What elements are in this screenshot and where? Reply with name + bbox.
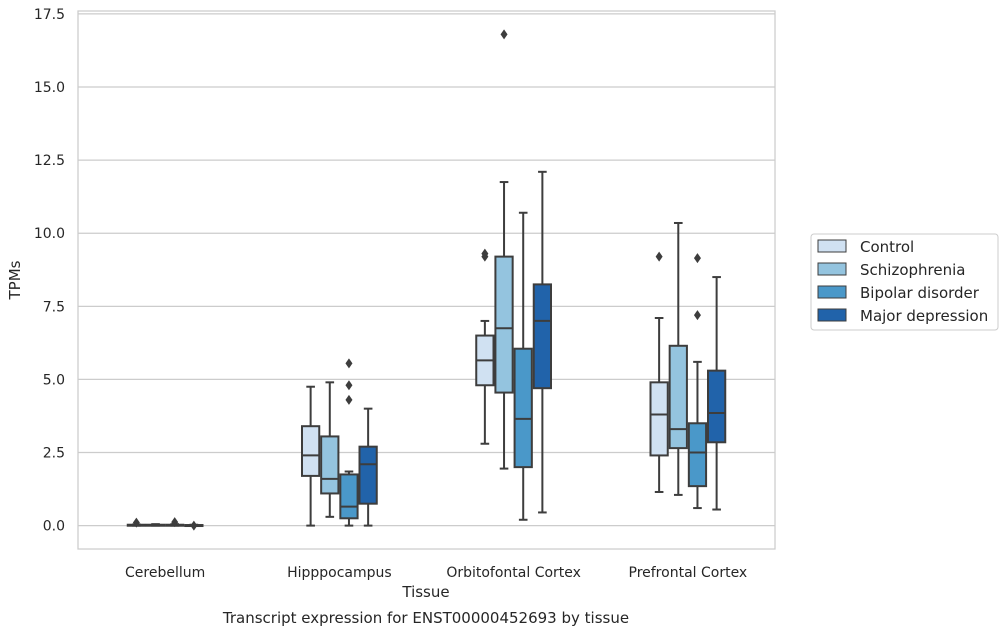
y-tick-labels: 0.0 2.5 5.0 7.5 10.0 12.5 15.0 17.5 — [34, 7, 65, 535]
box — [339, 358, 359, 527]
outlier-point — [345, 394, 353, 405]
box-body — [668, 344, 688, 450]
y-tick-label: 10.0 — [34, 226, 65, 242]
box-body — [300, 425, 321, 477]
box-body — [358, 445, 378, 505]
chart-caption: Transcript expression for ENST0000045269… — [222, 609, 629, 627]
legend: Control Schizophrenia Bipolar disorder Majo… — [810, 233, 999, 331]
y-axis-label: TPMs — [6, 260, 24, 300]
x-tick-label: Orbitofontal Cortex — [446, 565, 581, 581]
legend-label: Control — [860, 238, 914, 256]
y-tick-label: 5.0 — [43, 372, 65, 388]
outlier-point — [693, 310, 701, 321]
legend-swatch — [817, 308, 847, 322]
box — [320, 381, 340, 518]
box-body — [339, 473, 359, 520]
outlier-point — [500, 29, 508, 40]
y-tick-label: 2.5 — [43, 446, 65, 462]
box — [668, 221, 688, 496]
box — [145, 523, 166, 527]
legend-swatch — [817, 262, 847, 276]
outlier-point — [481, 248, 489, 259]
y-tick-label: 7.5 — [43, 299, 65, 315]
box-body — [649, 381, 669, 457]
outlier-point — [132, 517, 140, 528]
outlier-point — [655, 251, 663, 262]
legend-swatch — [817, 285, 847, 299]
box — [649, 251, 669, 493]
box-body — [532, 283, 553, 390]
box — [358, 407, 378, 527]
box — [300, 385, 321, 527]
legend-label: Schizophrenia — [860, 261, 965, 279]
outlier-point — [345, 380, 353, 391]
box — [126, 517, 146, 528]
outlier-point — [345, 358, 353, 369]
plot-frame — [77, 10, 776, 550]
box — [532, 170, 553, 514]
box-body — [494, 255, 514, 394]
y-tick-label: 17.5 — [34, 7, 65, 23]
x-tick-label: Cerebellum — [125, 565, 205, 581]
box — [475, 248, 495, 445]
gridlines — [78, 13, 775, 527]
box — [165, 517, 185, 528]
legend-label: Bipolar disorder — [860, 284, 980, 302]
box-body — [687, 422, 708, 488]
outlier-point — [693, 253, 701, 264]
box-body — [707, 369, 727, 444]
box — [687, 253, 708, 510]
x-tick-labels: Cerebellum Hipppocampus Orbitofontal Corte… — [125, 565, 747, 581]
box — [184, 520, 204, 531]
box-plots — [126, 29, 727, 531]
legend-label: Major depression — [860, 307, 988, 325]
outlier-point — [171, 517, 179, 528]
outlier-point — [190, 520, 198, 531]
legend-swatch — [817, 239, 847, 253]
box — [707, 276, 727, 511]
x-tick-label: Hipppocampus — [287, 565, 392, 581]
legend-frame — [810, 233, 999, 331]
box — [494, 29, 514, 470]
x-tick-label: Prefrontal Cortex — [629, 565, 748, 581]
box-body — [320, 435, 340, 495]
y-tick-label: 12.5 — [34, 153, 65, 169]
x-axis-label: Tissue — [401, 583, 449, 601]
box — [513, 211, 533, 521]
y-tick-label: 0.0 — [43, 519, 65, 535]
box-body — [513, 347, 533, 469]
y-tick-label: 15.0 — [34, 80, 65, 96]
